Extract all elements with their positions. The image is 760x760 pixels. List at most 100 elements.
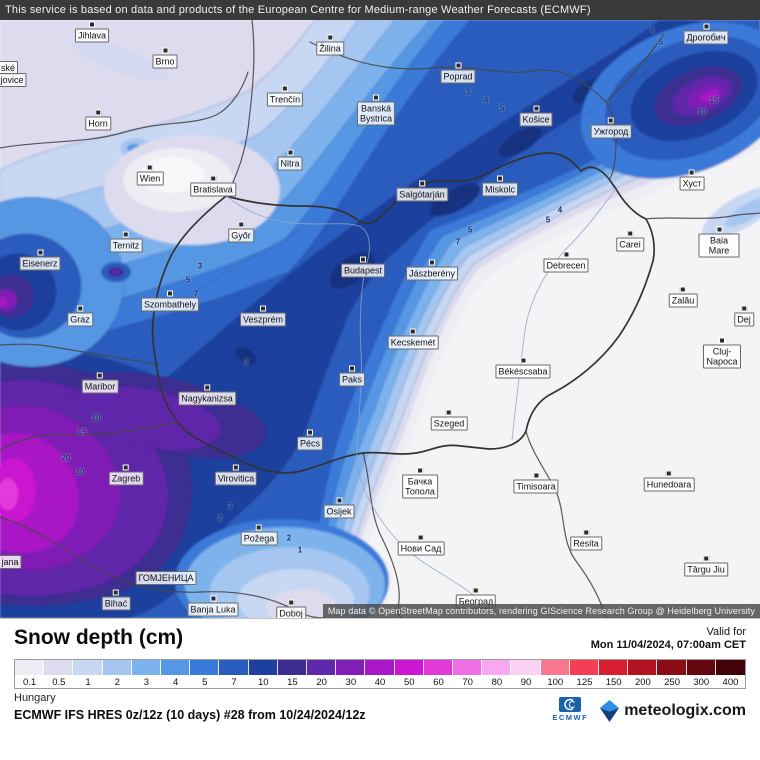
banner-text: This service is based on data and produc… — [5, 4, 591, 16]
scale-swatch — [219, 660, 249, 675]
scale-label: 20 — [316, 677, 327, 688]
scale-label: 1 — [85, 677, 91, 688]
scale-cell: 80 — [482, 660, 512, 688]
scale-label: 10 — [257, 677, 269, 688]
scale-label: 150 — [605, 677, 622, 688]
scale-label: 30 — [345, 677, 357, 688]
scale-label: 60 — [433, 677, 444, 688]
logos: ECMWF meteologix.com — [552, 697, 746, 722]
meteologix-logo-icon — [600, 700, 620, 722]
scale-cell: 10 — [248, 660, 278, 688]
legend-footer: Hungary ECMWF IFS HRES 0z/12z (10 days) … — [14, 692, 746, 722]
scale-cell: 4 — [161, 660, 191, 688]
scale-cell: 200 — [628, 660, 658, 688]
map-attribution[interactable]: Map data © OpenStreetMap contributors, r… — [322, 604, 760, 618]
ecmwf-logo-text: ECMWF — [552, 713, 589, 722]
scale-cell: 30 — [336, 660, 366, 688]
scale-label: 4 — [172, 677, 179, 688]
scale-swatch — [628, 660, 658, 675]
meteologix-logo[interactable]: meteologix.com — [600, 700, 746, 722]
scale-swatch — [511, 660, 541, 675]
scale-label: 250 — [664, 677, 680, 688]
scale-swatch — [248, 660, 278, 675]
scale-label: 100 — [547, 677, 564, 688]
scale-swatch — [131, 660, 162, 675]
scale-swatch — [307, 660, 337, 675]
ecmwf-logo-icon — [559, 697, 582, 712]
scale-swatch — [190, 660, 220, 675]
scale-swatch — [394, 660, 424, 675]
region-label: Hungary — [14, 692, 56, 704]
scale-label: 300 — [693, 677, 710, 688]
scale-label: 125 — [576, 677, 593, 688]
color-scale: 0.1 0.5 1 2 3 4 5 7 10 15 20 30 40 50 60 70 80 90 100 125 15… — [14, 659, 746, 689]
scale-cell: 7 — [219, 660, 249, 688]
scale-swatch — [44, 660, 74, 675]
legend-footer-left: Hungary ECMWF IFS HRES 0z/12z (10 days) … — [14, 692, 366, 722]
scale-cell: 5 — [190, 660, 220, 688]
snow-depth-map[interactable]: 4 5 3 4 5 10 15 4 5 5 7 3 5 7 3 10 15 20 30 3 2 2 1 Jihlava Brn… — [0, 20, 760, 618]
valid-datetime: Mon 11/04/2024, 07:00am CET — [590, 639, 746, 651]
scale-label: 80 — [491, 677, 503, 688]
hungary-border — [151, 152, 656, 474]
legend-panel: Snow depth (cm) Valid for Mon 11/04/2024… — [0, 618, 760, 760]
model-info: ECMWF IFS HRES 0z/12z (10 days) #28 from… — [14, 708, 366, 722]
scale-cell: 3 — [131, 660, 162, 688]
scale-swatch — [657, 660, 687, 675]
scale-swatch — [715, 660, 746, 675]
scale-swatch — [453, 660, 483, 675]
scale-label: 40 — [374, 677, 386, 688]
scale-swatch — [686, 660, 716, 675]
scale-label: 50 — [403, 677, 415, 688]
scale-label: 70 — [462, 677, 473, 688]
scale-swatch — [540, 660, 570, 675]
ecmwf-banner: This service is based on data and produc… — [0, 0, 760, 20]
scale-swatch — [161, 660, 191, 675]
scale-cell: 1 — [73, 660, 103, 688]
scale-swatch — [277, 660, 308, 675]
map-canvas — [0, 20, 760, 618]
scale-cell: 125 — [569, 660, 600, 688]
scale-cell: 60 — [423, 660, 454, 688]
legend-header: Snow depth (cm) Valid for Mon 11/04/2024… — [14, 626, 746, 652]
scale-label: 5 — [202, 677, 208, 688]
scale-label: 0.5 — [52, 677, 66, 688]
scale-cell: 150 — [599, 660, 629, 688]
scale-cell: 90 — [511, 660, 541, 688]
scale-label: 3 — [143, 677, 150, 688]
scale-swatch — [365, 660, 395, 675]
scale-label: 15 — [287, 677, 298, 688]
scale-cell: 400 — [715, 660, 746, 688]
ecmwf-logo[interactable]: ECMWF — [552, 697, 588, 722]
scale-swatch — [569, 660, 600, 675]
scale-cell: 40 — [365, 660, 395, 688]
scale-label: 0.1 — [22, 677, 37, 688]
meteologix-logo-text: meteologix.com — [624, 702, 746, 719]
scale-swatch — [482, 660, 512, 675]
scale-label: 7 — [231, 677, 237, 688]
valid-block: Valid for Mon 11/04/2024, 07:00am CET — [591, 626, 746, 652]
snow-fill-layers — [0, 20, 760, 618]
scale-cell: 100 — [540, 660, 570, 688]
scale-cell: 2 — [102, 660, 132, 688]
scale-swatch — [73, 660, 103, 675]
scale-label: 400 — [722, 677, 739, 688]
scale-cell: 250 — [657, 660, 687, 688]
scale-swatch — [15, 660, 45, 675]
scale-cell: 0.5 — [44, 660, 74, 688]
scale-cell: 300 — [686, 660, 716, 688]
scale-cell: 20 — [307, 660, 337, 688]
scale-swatch — [599, 660, 629, 675]
scale-label: 200 — [634, 677, 651, 688]
scale-swatch — [423, 660, 454, 675]
scale-cell: 70 — [453, 660, 483, 688]
scale-label: 90 — [520, 677, 532, 688]
valid-for-label: Valid for — [706, 626, 746, 638]
scale-swatch — [102, 660, 132, 675]
scale-label: 2 — [114, 677, 120, 688]
scale-swatch — [336, 660, 366, 675]
scale-cell: 15 — [277, 660, 308, 688]
scale-cell: 50 — [394, 660, 424, 688]
page-title: Snow depth (cm) — [14, 626, 184, 649]
